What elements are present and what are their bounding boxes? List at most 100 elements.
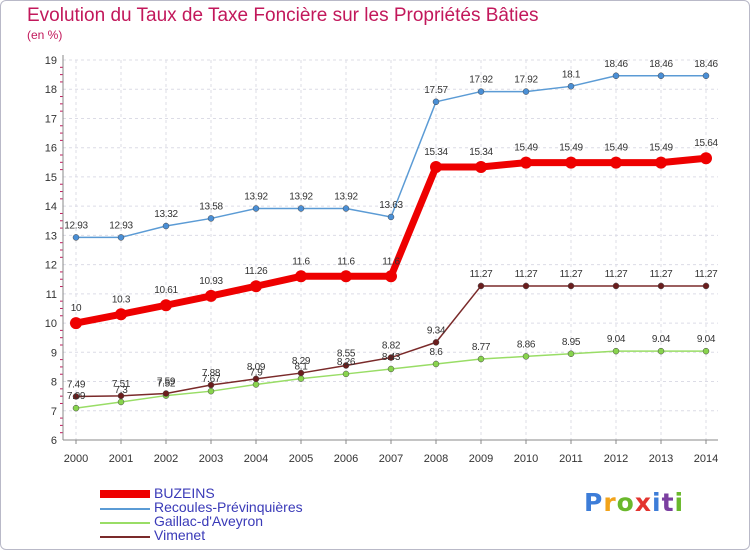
legend-swatch <box>100 536 150 538</box>
data-label: 12.93 <box>109 220 133 231</box>
data-point <box>432 360 440 368</box>
data-point <box>477 88 485 95</box>
data-point <box>342 370 350 378</box>
chart-title: Evolution du Taux de Taxe Foncière sur l… <box>27 5 539 26</box>
x-tick-label: 2012 <box>604 453 628 465</box>
legend-item: BUZEINS <box>100 485 400 502</box>
data-point <box>252 205 260 212</box>
data-point <box>387 365 395 373</box>
data-point <box>70 317 82 330</box>
data-point <box>295 270 307 283</box>
data-label: 11.27 <box>470 269 494 280</box>
data-label: 11.27 <box>515 269 539 280</box>
y-tick-label: 17 <box>45 113 57 125</box>
legend-label: Vimenet <box>154 527 206 543</box>
data-label: 8.86 <box>517 339 536 350</box>
y-tick-label: 15 <box>45 172 57 184</box>
data-label: 9.04 <box>697 334 716 345</box>
data-label: 7.59 <box>157 377 176 388</box>
data-point <box>342 362 350 369</box>
x-tick-label: 2013 <box>649 453 673 465</box>
data-label: 9.34 <box>427 325 446 336</box>
data-label: 9.04 <box>652 334 671 345</box>
data-point <box>117 392 125 400</box>
y-tick-label: 14 <box>45 201 57 213</box>
legend-swatch <box>100 522 150 524</box>
proxiti-logo: Proxiti <box>584 488 684 517</box>
data-point <box>207 381 215 389</box>
data-point <box>612 347 620 355</box>
data-point <box>162 222 170 230</box>
gridlines <box>63 59 718 441</box>
logo-letter: r <box>603 488 617 517</box>
y-tick-label: 13 <box>45 230 57 242</box>
data-label: 7.3 <box>114 385 128 396</box>
data-label: 7.67 <box>202 374 221 385</box>
x-tick-label: 2001 <box>109 453 133 465</box>
legend-swatch <box>100 508 150 510</box>
data-label: 15.49 <box>604 143 628 154</box>
x-tick-label: 2005 <box>289 453 313 465</box>
data-point <box>475 160 487 173</box>
data-point <box>702 72 710 80</box>
data-point <box>72 404 80 412</box>
axes: 6 7 8 9 10 11 12 13 14 15 16 17 18 19 2000 2001 2002 2003… <box>45 55 718 465</box>
y-tick-label: 6 <box>51 435 57 447</box>
data-point <box>657 72 665 80</box>
data-point <box>252 375 260 383</box>
data-label: 15.34 <box>469 147 493 158</box>
x-tick-label: 2004 <box>244 453 268 465</box>
data-point <box>477 282 485 290</box>
data-label: 15.64 <box>694 138 718 149</box>
legend-label: Gaillac-d'Aveyron <box>154 513 264 529</box>
data-point <box>387 213 395 221</box>
logo-letter: P <box>584 488 604 517</box>
data-point <box>612 282 620 290</box>
data-label: 10.93 <box>199 276 223 287</box>
legend-item: Gaillac-d'Aveyron <box>100 513 400 530</box>
y-tick-label: 18 <box>45 84 57 96</box>
data-label: 15.49 <box>514 143 538 154</box>
x-tick-label: 2002 <box>154 453 178 465</box>
data-label: 10 <box>71 303 82 314</box>
data-point <box>117 234 125 241</box>
data-point <box>657 282 665 290</box>
data-point <box>162 390 170 397</box>
data-label: 13.92 <box>289 191 313 202</box>
data-label: 13.92 <box>244 191 268 202</box>
x-tick-label: 2006 <box>334 453 358 465</box>
y-tick-label: 7 <box>51 406 57 418</box>
data-point <box>520 156 532 169</box>
data-label: 17.92 <box>514 75 538 86</box>
data-point <box>477 355 485 363</box>
data-label: 11.6 <box>382 256 400 267</box>
data-point <box>252 381 260 388</box>
data-label: 11.27 <box>560 269 584 280</box>
logo-letter: o <box>616 488 635 517</box>
data-point <box>432 339 440 346</box>
data-label: 8.26 <box>337 357 356 368</box>
data-label: 18.1 <box>562 69 581 80</box>
x-tick-label: 2008 <box>424 453 448 465</box>
data-label: 17.92 <box>469 75 493 86</box>
y-tick-label: 12 <box>45 260 57 272</box>
y-tick-label: 19 <box>45 55 57 67</box>
data-point <box>72 393 80 400</box>
data-label: 8.55 <box>337 348 356 359</box>
data-point <box>565 156 577 169</box>
data-point <box>655 156 667 169</box>
data-label: 11.26 <box>245 266 269 277</box>
data-label: 9.04 <box>607 334 626 345</box>
data-point <box>207 387 215 395</box>
x-tick-label: 2014 <box>694 453 718 465</box>
x-tick-label: 2007 <box>379 453 403 465</box>
data-point <box>432 98 440 106</box>
data-point <box>117 398 125 406</box>
x-tick-label: 2000 <box>64 453 88 465</box>
logo-letter: i <box>674 488 685 517</box>
series-group <box>70 72 712 412</box>
x-tick-label: 2011 <box>559 453 583 465</box>
legend-label: Recoules-Prévinquières <box>154 499 303 515</box>
data-label: 17.57 <box>424 85 448 96</box>
y-tick-label: 10 <box>45 318 57 330</box>
